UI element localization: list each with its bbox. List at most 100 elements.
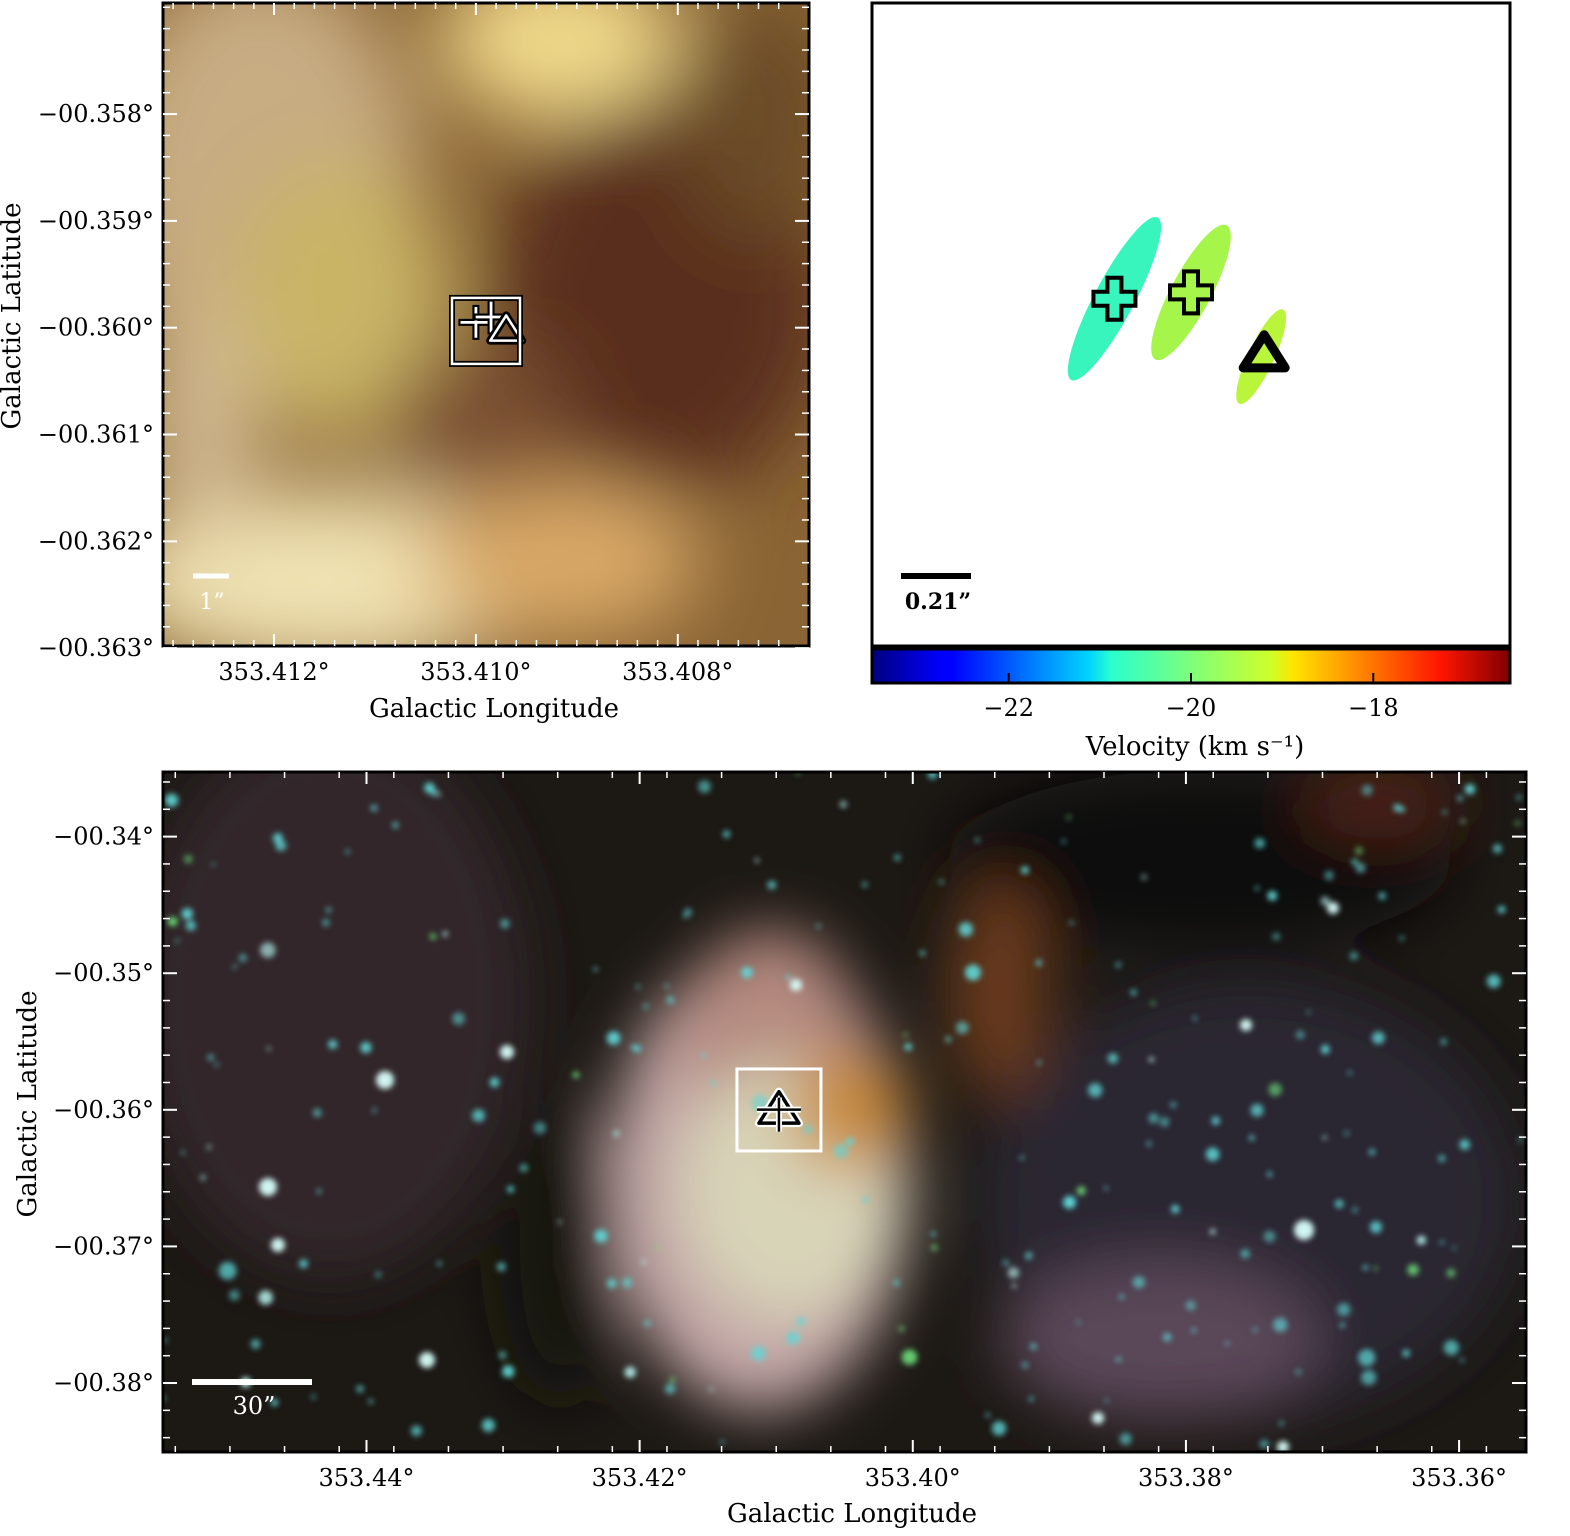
wide-y-tick-label: −00.38° bbox=[53, 1369, 154, 1397]
star bbox=[720, 1439, 725, 1445]
star bbox=[1266, 1171, 1273, 1177]
colorbar-tick-label: −22 bbox=[983, 694, 1034, 722]
colorbar-tick-label: −20 bbox=[1166, 694, 1217, 722]
star bbox=[1343, 1130, 1350, 1136]
maser-plus-marker bbox=[1091, 275, 1138, 322]
zoom-y-tick-labels: −00.358° −00.359° −00.360° −00.361° −00.362°… bbox=[38, 100, 154, 662]
star bbox=[1361, 784, 1373, 796]
bright-star bbox=[376, 1071, 394, 1089]
zoom-markers bbox=[449, 294, 527, 367]
zoom-y-tick-label: −00.359° bbox=[38, 207, 154, 235]
star bbox=[1355, 862, 1366, 873]
star bbox=[741, 966, 753, 979]
star bbox=[1205, 1147, 1220, 1162]
wide-y-tick-label: −00.36° bbox=[53, 1096, 154, 1124]
maser-plus-marker bbox=[1168, 269, 1214, 316]
maser-spot-ellipse bbox=[1067, 217, 1162, 381]
star bbox=[1061, 839, 1066, 844]
star bbox=[816, 924, 821, 929]
wide-scalebar-label: 30” bbox=[233, 1392, 276, 1420]
star bbox=[452, 1012, 465, 1025]
star bbox=[670, 1377, 676, 1383]
star bbox=[1459, 1139, 1470, 1150]
star bbox=[1029, 1396, 1034, 1402]
wide-y-tick-label: −00.34° bbox=[53, 823, 154, 851]
zoom-y-tick-label: −00.358° bbox=[38, 100, 154, 128]
star bbox=[991, 1421, 1007, 1436]
star bbox=[498, 1351, 507, 1359]
star bbox=[1351, 858, 1358, 866]
zoom-x-axis-label: Galactic Longitude bbox=[369, 694, 619, 724]
star bbox=[1371, 1031, 1385, 1045]
star bbox=[606, 1031, 621, 1046]
star bbox=[1002, 1259, 1009, 1266]
wide-image bbox=[163, 772, 1526, 1452]
star bbox=[1279, 1421, 1284, 1426]
star bbox=[1069, 920, 1074, 925]
star bbox=[1116, 1357, 1121, 1362]
star bbox=[1446, 1268, 1456, 1278]
star bbox=[683, 908, 693, 917]
star bbox=[594, 1229, 608, 1243]
star bbox=[533, 1121, 547, 1135]
bright-star bbox=[500, 1045, 514, 1059]
star bbox=[919, 950, 926, 956]
star bbox=[655, 1245, 661, 1250]
wide-frame bbox=[161, 770, 1528, 1454]
star bbox=[927, 772, 938, 779]
star bbox=[424, 782, 435, 794]
star bbox=[175, 938, 180, 943]
star bbox=[701, 1053, 707, 1058]
star bbox=[1324, 870, 1334, 881]
star bbox=[326, 907, 332, 913]
star bbox=[1273, 1317, 1288, 1333]
star bbox=[1361, 1369, 1377, 1386]
star bbox=[345, 849, 350, 854]
maser-triangle-marker bbox=[1238, 330, 1290, 373]
star bbox=[641, 1259, 646, 1264]
star bbox=[958, 922, 974, 937]
wide-plus-marker bbox=[756, 1097, 801, 1132]
colorbar-ticks: −22 −20 −18 bbox=[983, 673, 1399, 722]
star bbox=[164, 793, 179, 807]
star bbox=[1146, 1140, 1152, 1147]
star bbox=[622, 1277, 633, 1288]
star bbox=[1130, 989, 1137, 996]
star bbox=[1498, 905, 1506, 914]
star bbox=[185, 920, 197, 931]
bright-star bbox=[419, 1352, 435, 1368]
star bbox=[931, 1231, 936, 1237]
bright-star bbox=[259, 1178, 277, 1196]
zoom-scalebar-label: 1” bbox=[199, 590, 224, 615]
star bbox=[181, 908, 193, 920]
star bbox=[1457, 795, 1463, 802]
maser-spots bbox=[1067, 217, 1290, 405]
star bbox=[1185, 1300, 1196, 1311]
wide-y-tick-labels: −00.34° −00.35° −00.36° −00.37° −00.38° bbox=[53, 823, 154, 1397]
zoom-plus-marker-1-core bbox=[475, 301, 507, 333]
zoom-x-tick-label: 353.408° bbox=[622, 658, 733, 686]
star bbox=[507, 1185, 514, 1193]
star bbox=[180, 1150, 185, 1155]
star bbox=[1087, 1082, 1103, 1098]
star bbox=[368, 1398, 374, 1404]
star bbox=[635, 984, 641, 989]
star bbox=[1066, 815, 1072, 820]
star bbox=[786, 1331, 800, 1345]
star bbox=[833, 1143, 849, 1159]
star bbox=[371, 1107, 378, 1114]
colorbar-tick-label: −18 bbox=[1348, 694, 1399, 722]
star bbox=[1107, 1053, 1119, 1064]
star bbox=[709, 1387, 714, 1392]
star bbox=[1322, 1135, 1327, 1140]
star bbox=[500, 918, 510, 929]
star bbox=[260, 942, 276, 958]
star bbox=[1210, 1228, 1216, 1235]
star bbox=[1268, 1082, 1282, 1097]
star bbox=[1334, 1199, 1344, 1209]
wide-markers bbox=[735, 1067, 823, 1153]
star bbox=[723, 830, 731, 838]
star bbox=[312, 1108, 322, 1118]
wide-x-tick-label: 353.36° bbox=[1411, 1464, 1507, 1492]
star bbox=[1416, 1235, 1426, 1245]
